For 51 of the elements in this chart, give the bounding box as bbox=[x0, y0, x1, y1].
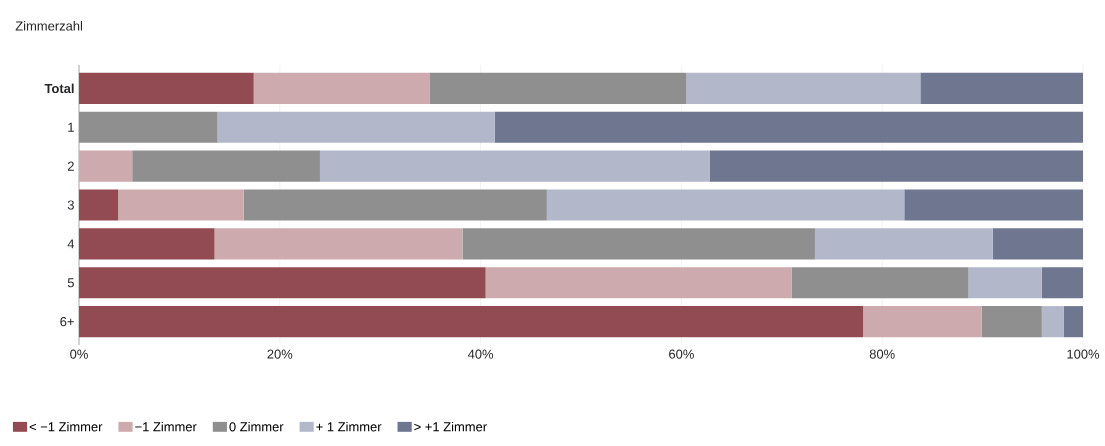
x-tick-label: 0% bbox=[70, 349, 88, 359]
bar bbox=[79, 228, 215, 260]
bar bbox=[546, 189, 905, 221]
bar bbox=[709, 150, 1083, 182]
bar bbox=[494, 111, 1083, 143]
bar bbox=[79, 189, 119, 221]
legend-label: + 1 Zimmer bbox=[316, 421, 382, 432]
bar bbox=[904, 189, 1083, 221]
bar bbox=[132, 150, 320, 182]
y-tick-label: 6+ bbox=[60, 317, 74, 327]
x-tick-label: 20% bbox=[267, 349, 293, 359]
bar bbox=[814, 228, 993, 260]
bar bbox=[1063, 306, 1083, 338]
bar bbox=[992, 228, 1083, 260]
legend-label: −1 Zimmer bbox=[135, 421, 197, 432]
legend-label: 0 Zimmer bbox=[229, 421, 284, 432]
y-tick-label: 5 bbox=[67, 278, 74, 288]
y-tick-label: 1 bbox=[68, 122, 74, 132]
bar bbox=[485, 267, 792, 299]
y-tick-label: 2 bbox=[67, 161, 74, 171]
bar bbox=[1041, 306, 1064, 338]
bar bbox=[462, 228, 815, 260]
bar bbox=[253, 72, 430, 104]
bar bbox=[79, 72, 254, 104]
y-tick-label: 3 bbox=[67, 200, 74, 210]
x-tick-label: 80% bbox=[869, 349, 895, 359]
bar bbox=[118, 189, 244, 221]
x-tick-label: 60% bbox=[669, 349, 694, 359]
bar bbox=[79, 267, 486, 299]
bar bbox=[217, 111, 495, 143]
bar bbox=[214, 228, 463, 260]
bar bbox=[79, 111, 218, 143]
y-axis-title: Zimmerzahl bbox=[15, 21, 83, 31]
x-tick-label: 40% bbox=[467, 349, 494, 359]
bar bbox=[243, 189, 547, 221]
bar bbox=[863, 306, 982, 338]
bar bbox=[791, 267, 969, 299]
legend-label: < −1 Zimmer bbox=[29, 421, 103, 432]
bar bbox=[1041, 267, 1083, 299]
bar bbox=[79, 306, 864, 338]
bar bbox=[686, 72, 921, 104]
x-tick-label: 100% bbox=[1067, 349, 1100, 359]
bar bbox=[968, 267, 1042, 299]
bar bbox=[920, 72, 1083, 104]
bar bbox=[319, 150, 710, 182]
bar bbox=[79, 150, 133, 182]
bar bbox=[429, 72, 687, 104]
y-tick-label: Total bbox=[44, 83, 74, 94]
y-tick-label: 4 bbox=[67, 239, 75, 249]
legend-label: > +1 Zimmer bbox=[414, 421, 487, 432]
bar bbox=[981, 306, 1042, 338]
